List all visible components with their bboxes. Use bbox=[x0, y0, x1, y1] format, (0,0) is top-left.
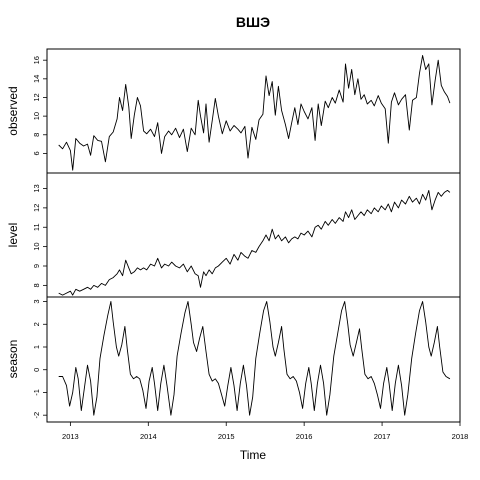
x-tick-label: 2015 bbox=[218, 432, 235, 441]
season-y-tick-label: 1 bbox=[32, 345, 41, 349]
level-y-tick-label: 10 bbox=[32, 242, 41, 250]
season-y-tick-label: 3 bbox=[32, 299, 41, 303]
season-y-tick-label: -1 bbox=[32, 389, 41, 396]
level-y-axis: 8 9 10 11 12 13 bbox=[32, 184, 47, 287]
season-y-tick-label: 0 bbox=[32, 368, 41, 372]
observed-y-tick-label: 10 bbox=[32, 112, 41, 120]
x-tick-label: 2018 bbox=[452, 432, 469, 441]
observed-y-tick-label: 8 bbox=[32, 133, 41, 137]
chart-title: ВШЭ bbox=[236, 14, 270, 30]
level-axis-label: level bbox=[6, 223, 20, 248]
level-y-tick-label: 12 bbox=[32, 204, 41, 212]
level-y-tick-label: 9 bbox=[32, 264, 41, 268]
season-series-line bbox=[58, 301, 451, 416]
level-y-tick-label: 8 bbox=[32, 283, 41, 287]
season-y-tick-label: -2 bbox=[32, 412, 41, 419]
level-panel-frame bbox=[46, 172, 461, 298]
level-y-tick-label: 11 bbox=[32, 223, 41, 231]
observed-panel-frame bbox=[46, 48, 461, 174]
observed-axis-label: observed bbox=[6, 86, 20, 135]
season-panel: -2 -1 0 1 2 3 season bbox=[6, 296, 461, 423]
season-y-axis: -2 -1 0 1 2 3 bbox=[32, 299, 47, 419]
observed-y-tick-label: 14 bbox=[32, 75, 41, 83]
level-series-line bbox=[58, 189, 451, 296]
level-y-tick-label: 13 bbox=[32, 184, 41, 192]
x-tick-label: 2016 bbox=[296, 432, 313, 441]
x-tick-label: 2013 bbox=[62, 432, 79, 441]
season-y-tick-label: 2 bbox=[32, 322, 41, 326]
observed-y-tick-label: 12 bbox=[32, 93, 41, 101]
time-x-axis: 2013 2014 2015 2016 2017 2018 bbox=[62, 422, 468, 441]
level-panel: 8 9 10 11 12 13 level bbox=[6, 172, 461, 298]
observed-panel: 6 8 10 12 14 16 observed bbox=[6, 48, 461, 174]
season-axis-label: season bbox=[6, 340, 20, 379]
observed-y-tick-label: 16 bbox=[32, 56, 41, 64]
x-tick-label: 2014 bbox=[140, 432, 157, 441]
observed-y-axis: 6 8 10 12 14 16 bbox=[32, 56, 47, 156]
observed-y-tick-label: 6 bbox=[32, 151, 41, 155]
observed-series-line bbox=[58, 55, 451, 171]
season-panel-frame bbox=[46, 296, 461, 423]
x-axis-label: Time bbox=[240, 448, 267, 462]
x-tick-label: 2017 bbox=[374, 432, 391, 441]
